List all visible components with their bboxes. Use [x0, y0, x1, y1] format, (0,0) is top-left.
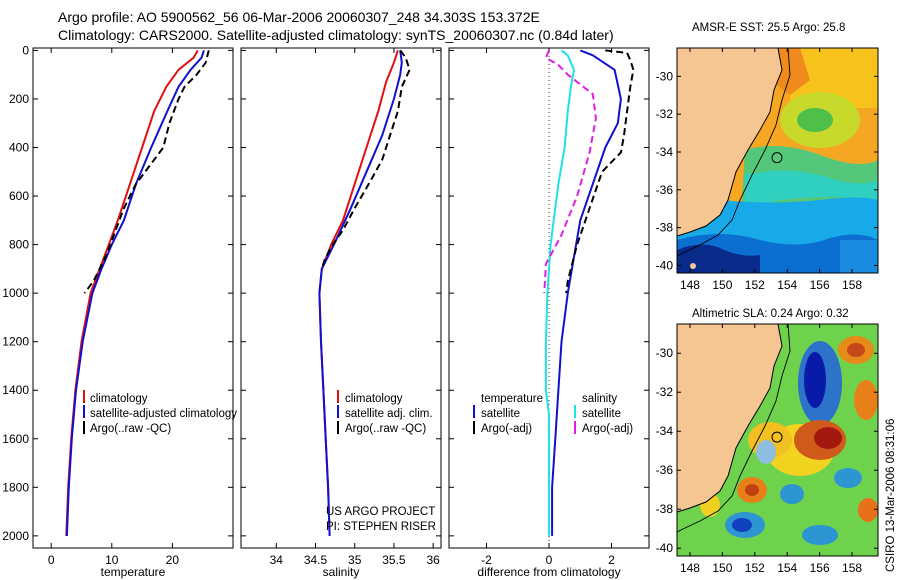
- title-line-2: Climatology: CARS2000. Satellite-adjuste…: [58, 27, 614, 43]
- x-tick-label: 10: [105, 553, 119, 567]
- sst-map-title: AMSR-E SST: 25.5 Argo: 25.8: [692, 22, 845, 34]
- temperature-legend: climatology satellite-adjusted climatolo…: [83, 390, 237, 435]
- map-x-tick-label: 150: [712, 278, 732, 292]
- y-tick-label: 600: [9, 189, 29, 203]
- y-tick-label: 1000: [2, 286, 29, 300]
- x-axis-label: salinity: [323, 565, 360, 579]
- legend-label: Argo(..raw -QC): [90, 423, 171, 435]
- map-x-tick-label: 148: [680, 278, 700, 292]
- difference-legend: temperature salinity satellite Argo(-adj…: [473, 393, 633, 435]
- x-tick-label: 34.5: [304, 553, 328, 567]
- title-line-1: Argo profile: AO 5900562_56 06-Mar-2006 …: [58, 9, 540, 25]
- map-y-tick-label: -38: [656, 221, 674, 235]
- map-y-tick-label: -36: [656, 183, 674, 197]
- x-tick-label: -2: [481, 553, 492, 567]
- map-y-tick-label: -40: [656, 258, 674, 272]
- y-tick-label: 2000: [2, 529, 29, 543]
- plot-frame: [240, 47, 442, 549]
- legend-title-temperature: temperature: [481, 393, 543, 405]
- series-line-satellite-adjusted-climatology: [65, 50, 205, 536]
- sst-argo-marker: [771, 152, 783, 164]
- map-x-tick-label: 158: [842, 278, 862, 292]
- map-x-tick-label: 152: [745, 278, 765, 292]
- x-tick-label: 35.5: [382, 553, 406, 567]
- y-tick-label: 1800: [2, 480, 29, 494]
- series-line-argo-raw-qc-: [320, 49, 411, 270]
- sla-map-title: Altimetric SLA: 0.24 Argo: 0.32: [692, 308, 849, 320]
- sst-map-axes: 148 150 152 154 156 158 -30 -32 -34 -36 -38 -40: [656, 48, 878, 292]
- map-y-tick-label: -36: [656, 463, 674, 477]
- legend-label: Argo(-adj): [582, 423, 633, 435]
- sla-map-frame: [676, 323, 879, 557]
- legend-label: satellite: [582, 408, 621, 420]
- x-tick-label: 2: [608, 553, 615, 567]
- salinity-legend: climatology satellite adj. clim. Argo(..…: [337, 390, 433, 435]
- x-axis-label: temperature: [101, 565, 166, 579]
- map-x-tick-label: 152: [745, 561, 765, 575]
- y-tick-label: 0: [22, 43, 29, 57]
- map-x-tick-label: 154: [777, 561, 797, 575]
- map-x-tick-label: 154: [777, 278, 797, 292]
- legend-label: satellite adj. clim.: [345, 408, 433, 420]
- map-x-tick-label: 158: [842, 561, 862, 575]
- y-tick-label: 1600: [2, 432, 29, 446]
- map-y-tick-label: -32: [656, 107, 674, 121]
- temperature-panel: 0 10 2002004006008001000120014001600180020…: [2, 43, 234, 579]
- x-axis-label: difference from climatology: [477, 565, 620, 579]
- x-tick-label: 36: [426, 553, 440, 567]
- legend-label: satellite-adjusted climatology: [90, 408, 237, 420]
- sla-argo-marker: [771, 431, 783, 443]
- series-line-salinity-satellite: [544, 49, 575, 536]
- y-tick-label: 400: [9, 141, 29, 155]
- x-tick-label: 0: [546, 553, 553, 567]
- x-tick-label: 0: [48, 553, 55, 567]
- y-tick-label: 800: [9, 238, 29, 252]
- sst-map-image: [677, 48, 878, 273]
- legend-label: Argo(..raw -QC): [345, 423, 426, 435]
- map-y-tick-label: -40: [656, 541, 674, 555]
- map-x-tick-label: 156: [810, 561, 830, 575]
- map-y-tick-label: -34: [656, 424, 674, 438]
- series-line-salinity-argo-adj-: [543, 50, 597, 294]
- legend-title-salinity: salinity: [582, 393, 617, 405]
- map-y-tick-label: -38: [656, 502, 674, 516]
- series-line-argo-raw-qc-: [83, 50, 210, 294]
- pi-label: PI: STEPHEN RISER: [326, 521, 436, 533]
- map-x-tick-label: 150: [712, 561, 732, 575]
- salinity-panel: 34 34.5 35 35.5 36 salinity: [240, 47, 442, 579]
- legend-label: climatology: [345, 393, 403, 405]
- x-tick-label: 20: [166, 553, 180, 567]
- series-line-temperature-satellite: [551, 49, 622, 536]
- legend-label: climatology: [90, 393, 148, 405]
- legend-label: satellite: [481, 408, 520, 420]
- sla-map-image: [677, 324, 878, 556]
- map-x-tick-label: 148: [680, 561, 700, 575]
- x-tick-label: 34: [270, 553, 284, 567]
- project-label: US ARGO PROJECT: [326, 506, 435, 518]
- map-y-tick-label: -30: [656, 69, 674, 83]
- y-tick-label: 1400: [2, 383, 29, 397]
- map-x-tick-label: 156: [810, 278, 830, 292]
- map-y-tick-label: -30: [656, 346, 674, 360]
- legend-label: Argo(-adj): [481, 423, 532, 435]
- y-tick-label: 1200: [2, 335, 29, 349]
- map-y-tick-label: -34: [656, 145, 674, 159]
- y-tick-label: 200: [9, 92, 29, 106]
- map-y-tick-label: -32: [656, 385, 674, 399]
- csiro-timestamp: CSIRO 13-Mar-2006 08:31:06: [885, 419, 897, 572]
- x-tick-label: 35: [348, 553, 362, 567]
- sla-map-axes: 148 150 152 154 156 158 -30 -32 -34 -36 -38 -40: [656, 324, 878, 575]
- plot-frame: [32, 47, 234, 549]
- sst-map-frame: [676, 47, 879, 274]
